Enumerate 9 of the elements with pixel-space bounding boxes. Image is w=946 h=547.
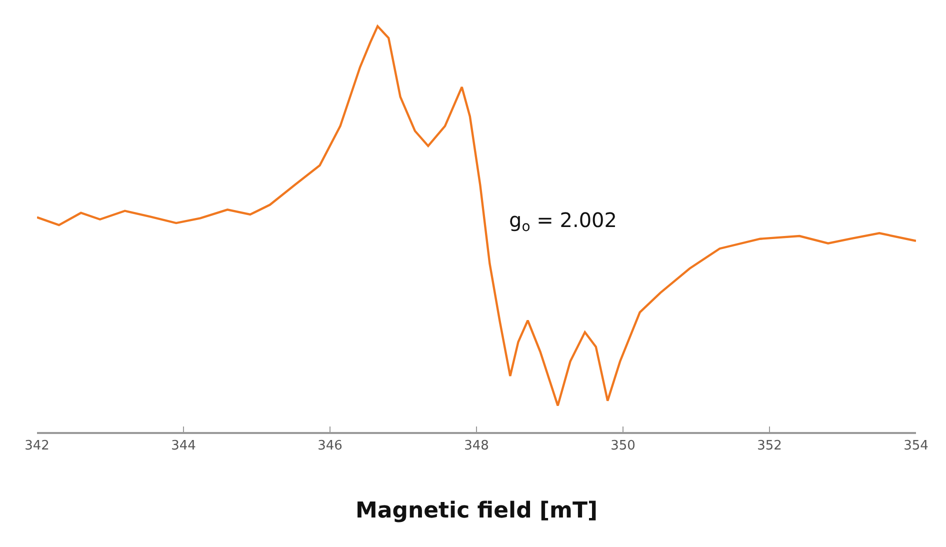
x-tick-label: 344 — [171, 438, 196, 454]
x-tick-label: 352 — [757, 438, 782, 454]
x-axis-title: Magnetic field [mT] — [355, 498, 598, 524]
x-tick-label: 342 — [24, 438, 50, 454]
x-tick-label: 346 — [318, 438, 342, 454]
x-tick-label: 354 — [904, 438, 928, 454]
x-tick-label: 348 — [464, 438, 489, 454]
x-tick-label: 350 — [610, 438, 636, 454]
annotation: g$_{o}$ = 2.002 — [509, 208, 618, 236]
